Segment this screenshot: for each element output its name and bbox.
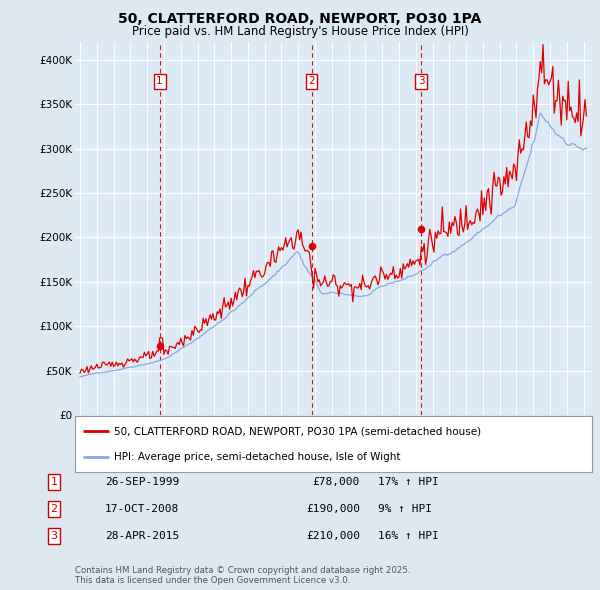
Text: 50, CLATTERFORD ROAD, NEWPORT, PO30 1PA: 50, CLATTERFORD ROAD, NEWPORT, PO30 1PA — [118, 12, 482, 26]
Text: £78,000: £78,000 — [313, 477, 360, 487]
Text: HPI: Average price, semi-detached house, Isle of Wight: HPI: Average price, semi-detached house,… — [114, 452, 400, 462]
Text: £190,000: £190,000 — [306, 504, 360, 514]
Text: 16% ↑ HPI: 16% ↑ HPI — [378, 531, 439, 541]
Text: 26-SEP-1999: 26-SEP-1999 — [105, 477, 179, 487]
Text: 2: 2 — [50, 504, 58, 514]
Text: 3: 3 — [418, 76, 424, 86]
Text: Contains HM Land Registry data © Crown copyright and database right 2025.
This d: Contains HM Land Registry data © Crown c… — [75, 566, 410, 585]
Text: 50, CLATTERFORD ROAD, NEWPORT, PO30 1PA (semi-detached house): 50, CLATTERFORD ROAD, NEWPORT, PO30 1PA … — [114, 426, 481, 436]
Text: 3: 3 — [50, 531, 58, 541]
Text: £210,000: £210,000 — [306, 531, 360, 541]
Text: 1: 1 — [50, 477, 58, 487]
Text: 17-OCT-2008: 17-OCT-2008 — [105, 504, 179, 514]
Text: Price paid vs. HM Land Registry's House Price Index (HPI): Price paid vs. HM Land Registry's House … — [131, 25, 469, 38]
Text: 28-APR-2015: 28-APR-2015 — [105, 531, 179, 541]
Text: 9% ↑ HPI: 9% ↑ HPI — [378, 504, 432, 514]
Text: 1: 1 — [156, 76, 163, 86]
Text: 17% ↑ HPI: 17% ↑ HPI — [378, 477, 439, 487]
Text: 2: 2 — [308, 76, 315, 86]
